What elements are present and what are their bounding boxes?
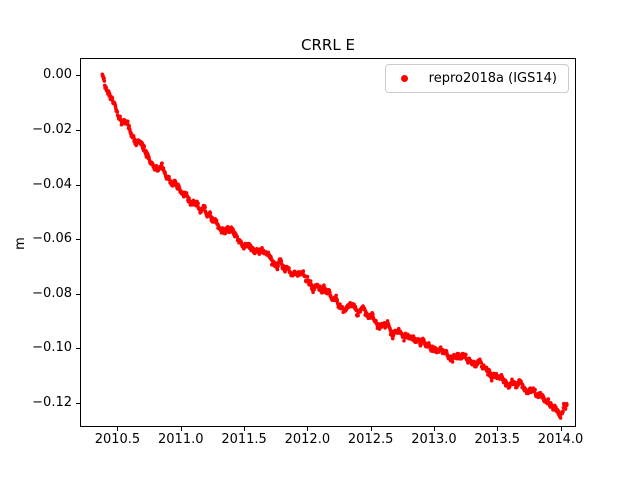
y-tick-label: 0.00: [43, 67, 72, 83]
x-tick: [370, 427, 372, 431]
y-tick: [76, 75, 80, 77]
scatter-series-canvas: [81, 59, 575, 426]
y-tick: [76, 239, 80, 241]
x-tick-label: 2011.0: [158, 432, 204, 447]
x-tick-label: 2011.5: [221, 432, 267, 447]
y-tick-label: −0.10: [32, 340, 72, 356]
y-tick: [76, 293, 80, 295]
x-tick-label: 2012.0: [284, 432, 331, 447]
legend-label: repro2018a (IGS14): [428, 71, 557, 86]
y-tick-label: −0.06: [32, 231, 72, 247]
plot-area: repro2018a (IGS14): [80, 58, 576, 427]
x-tick: [433, 427, 435, 431]
x-tick: [497, 427, 499, 431]
x-tick: [560, 427, 562, 431]
y-tick: [76, 348, 80, 350]
y-tick-label: −0.02: [32, 122, 72, 137]
y-tick-label: −0.12: [32, 394, 72, 410]
x-tick-label: 2012.5: [347, 432, 394, 447]
x-tick-label: 2013.0: [411, 432, 457, 447]
y-tick-label: −0.04: [32, 176, 72, 192]
x-tick: [180, 427, 182, 431]
y-tick: [76, 402, 80, 404]
legend-dot-icon: [400, 75, 408, 82]
legend: repro2018a (IGS14): [384, 64, 569, 93]
x-tick-label: 2014.0: [537, 432, 584, 447]
y-tick: [76, 130, 80, 131]
y-tick-label: −0.08: [32, 285, 72, 301]
y-tick: [76, 184, 80, 186]
x-tick-label: 2013.5: [474, 432, 521, 447]
x-tick-label: 2010.5: [94, 432, 141, 447]
chart-title: CRRL E: [301, 36, 355, 54]
x-tick: [307, 427, 309, 431]
x-tick: [117, 427, 119, 431]
x-tick: [244, 427, 246, 431]
